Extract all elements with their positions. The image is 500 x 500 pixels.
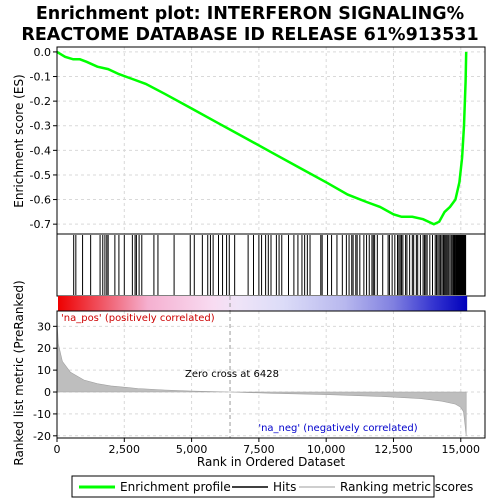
es-tick-label: -0.6 bbox=[30, 194, 51, 207]
x-axis-label: Rank in Ordered Dataset bbox=[197, 455, 345, 469]
metric-panel-background bbox=[57, 311, 485, 438]
chart-title-line-1: Enrichment plot: INTERFERON SIGNALING% bbox=[36, 4, 464, 24]
positive-correlation-label: 'na_pos' (positively correlated) bbox=[61, 313, 215, 324]
legend-hits-label: Hits bbox=[273, 480, 296, 494]
es-panel: 0.0 -0.1 -0.2 -0.3 -0.4 -0.5 -0.6 -0.7 bbox=[30, 46, 486, 235]
x-tick-label: 15,000 bbox=[442, 443, 481, 456]
es-tick-label: -0.3 bbox=[30, 120, 51, 133]
hit-marks bbox=[73, 235, 467, 295]
legend-metric-label: Ranking metric scores bbox=[340, 480, 473, 494]
metric-tick-label: 10 bbox=[37, 364, 51, 377]
x-tick-label: 10,000 bbox=[307, 443, 346, 456]
legend: Enrichment profile Hits Ranking metric s… bbox=[71, 475, 473, 498]
ranking-metric-area bbox=[56, 319, 467, 436]
metric-y-ticks: 30 20 10 0 -10 -20 bbox=[33, 320, 57, 443]
es-y-axis-label: Enrichment score (ES) bbox=[12, 74, 26, 207]
metric-panel-frame bbox=[56, 310, 486, 439]
es-tick-label: -0.4 bbox=[30, 144, 51, 157]
x-axis-ticks: 0 2,500 5,000 7,500 10,000 12,500 15,000 bbox=[54, 438, 481, 456]
es-tick-label: -0.7 bbox=[30, 218, 51, 231]
es-tick-label: -0.5 bbox=[30, 169, 51, 182]
metric-tick-label: 0 bbox=[44, 386, 51, 399]
x-tick-label: 5,000 bbox=[176, 443, 208, 456]
rank-color-bar bbox=[58, 296, 468, 311]
x-tick-label: 7,500 bbox=[243, 443, 275, 456]
legend-profile-label: Enrichment profile bbox=[120, 480, 231, 494]
zero-cross-label: Zero cross at 6428 bbox=[185, 369, 279, 380]
es-y-ticks: 0.0 -0.1 -0.2 -0.3 -0.4 -0.5 -0.6 -0.7 bbox=[30, 46, 57, 231]
metric-y-axis-label: Ranked list metric (PreRanked) bbox=[12, 280, 26, 465]
metric-tick-label: -20 bbox=[33, 430, 51, 443]
x-tick-label: 2,500 bbox=[109, 443, 141, 456]
es-tick-label: -0.2 bbox=[30, 95, 51, 108]
metric-tick-label: -10 bbox=[33, 408, 51, 421]
es-tick-label: -0.1 bbox=[30, 71, 51, 84]
hits-panel bbox=[56, 233, 486, 297]
negative-correlation-label: 'na_neg' (negatively correlated) bbox=[258, 423, 417, 434]
x-tick-label: 12,500 bbox=[374, 443, 413, 456]
es-tick-label: 0.0 bbox=[34, 46, 52, 59]
metric-tick-label: 30 bbox=[37, 320, 51, 333]
chart-title-line-2: REACTOME DATABASE ID RELEASE 61%913531 bbox=[21, 25, 478, 45]
metric-tick-label: 20 bbox=[37, 342, 51, 355]
x-tick-label: 0 bbox=[54, 443, 61, 456]
es-grid bbox=[57, 47, 485, 234]
enrichment-profile-line bbox=[56, 50, 468, 226]
metric-panel: 'na_pos' (positively correlated) Zero cr… bbox=[33, 296, 486, 443]
